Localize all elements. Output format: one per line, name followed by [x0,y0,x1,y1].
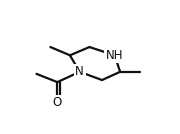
Text: NH: NH [106,49,123,62]
Text: O: O [53,96,62,109]
Text: N: N [75,65,84,78]
